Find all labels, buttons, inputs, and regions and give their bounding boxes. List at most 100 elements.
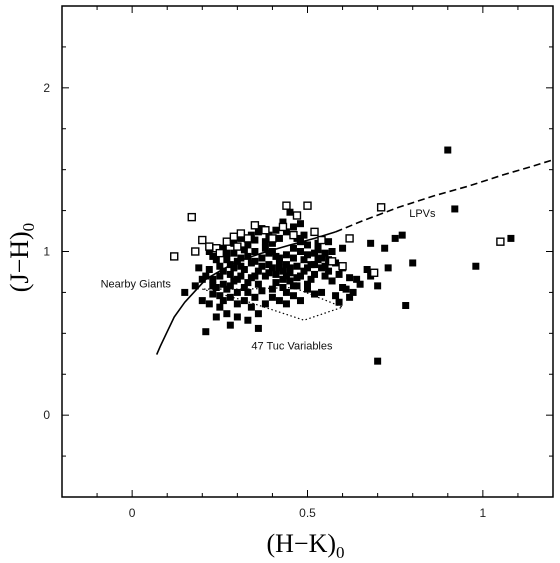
data-point-filled — [233, 257, 241, 265]
x-axis-title: (H−K)0 — [266, 529, 344, 562]
data-point-filled — [409, 259, 417, 267]
data-point-filled — [258, 254, 266, 262]
data-point-filled — [237, 234, 245, 242]
data-point-filled — [237, 272, 245, 280]
data-point-filled — [258, 287, 266, 295]
data-point-filled — [230, 264, 238, 272]
data-point-filled — [233, 313, 241, 321]
data-point-open — [250, 221, 260, 230]
data-point-filled — [451, 205, 459, 213]
x-tick-label: 1 — [480, 506, 487, 520]
data-point-filled — [230, 277, 238, 285]
data-point-filled — [304, 285, 311, 293]
data-point-open — [170, 252, 179, 261]
data-point-filled — [296, 220, 304, 228]
data-point-filled — [335, 270, 343, 278]
axis-tick-labels: 0 0.5 1 0 1 2 — [43, 81, 486, 520]
data-point-filled — [296, 238, 304, 246]
data-point-filled — [216, 303, 224, 311]
data-point-open — [233, 242, 242, 251]
data-point-filled — [219, 267, 227, 275]
data-point-filled — [279, 267, 287, 275]
data-point-filled — [286, 264, 294, 272]
data-point-filled — [198, 275, 206, 283]
data-point-open — [282, 201, 291, 210]
data-point-filled — [507, 234, 515, 242]
data-point-filled — [328, 277, 336, 285]
data-point-filled — [205, 300, 213, 308]
data-point-filled — [233, 288, 241, 296]
data-point-filled — [268, 285, 276, 293]
data-point-filled — [342, 285, 350, 293]
data-point-filled — [304, 264, 311, 272]
data-point-filled — [244, 241, 252, 249]
data-point-filled — [272, 226, 280, 234]
data-point-open — [261, 226, 270, 235]
data-point-filled — [318, 254, 326, 262]
data-point-filled — [240, 266, 248, 274]
data-point-filled — [268, 264, 276, 272]
data-point-filled — [226, 321, 234, 329]
data-point-open — [215, 248, 225, 258]
data-point-filled — [216, 262, 224, 270]
data-point-filled — [339, 284, 347, 292]
data-point-filled — [254, 310, 262, 318]
data-point-filled — [209, 275, 217, 283]
data-point-filled — [307, 275, 315, 283]
data-point-filled — [212, 256, 220, 264]
annotation-label: 47 Tuc Variables — [251, 341, 333, 353]
data-point-filled — [304, 241, 311, 249]
data-point-filled — [282, 261, 290, 269]
data-point-filled — [304, 280, 311, 288]
data-point-filled — [349, 288, 357, 296]
data-point-open — [187, 212, 196, 222]
data-point-open — [303, 201, 312, 210]
data-point-filled — [244, 252, 252, 260]
data-point-filled — [311, 249, 319, 257]
data-point-filled — [226, 282, 234, 290]
x-tick-label: 0 — [129, 506, 136, 520]
data-point-filled — [282, 272, 290, 280]
data-point-filled — [314, 256, 322, 264]
data-point-filled — [391, 234, 399, 242]
data-point-filled — [181, 288, 189, 296]
data-point-filled — [275, 264, 283, 272]
data-point-filled — [233, 300, 241, 308]
data-point-filled — [258, 262, 266, 270]
data-point-filled — [254, 280, 262, 288]
data-point-filled — [335, 298, 343, 306]
curve-lpvs — [335, 159, 554, 233]
data-point-filled — [282, 228, 290, 236]
data-point-filled — [223, 285, 231, 293]
data-point-filled — [244, 279, 252, 287]
y-axis-title: (J−H)0 — [5, 223, 38, 292]
data-point-filled — [321, 249, 329, 257]
data-point-filled — [240, 284, 248, 292]
data-point-filled — [202, 272, 210, 280]
data-point-filled — [339, 244, 347, 252]
data-point-filled — [237, 262, 245, 270]
data-point-open — [292, 211, 302, 220]
data-point-filled — [268, 293, 276, 301]
data-point-filled — [254, 228, 262, 236]
data-point-filled — [233, 275, 241, 283]
data-point-open — [198, 235, 207, 245]
data-point-filled — [272, 252, 280, 260]
data-point-filled — [282, 300, 290, 308]
data-point-open — [243, 234, 253, 243]
data-point-filled — [398, 231, 406, 239]
data-point-filled — [240, 297, 248, 305]
data-point-filled — [444, 146, 452, 154]
data-point-filled — [307, 261, 315, 269]
data-point-filled — [272, 270, 280, 278]
data-point-filled — [261, 300, 269, 308]
data-point-filled — [374, 282, 382, 290]
data-point-open — [317, 235, 326, 245]
data-point-filled — [261, 272, 269, 280]
x-axis-title-main: (H−K) — [266, 529, 336, 558]
data-point-filled — [356, 280, 364, 288]
data-point-filled — [251, 257, 259, 265]
y-axis-title-subscript: 0 — [19, 223, 38, 232]
data-point-open — [369, 268, 379, 277]
